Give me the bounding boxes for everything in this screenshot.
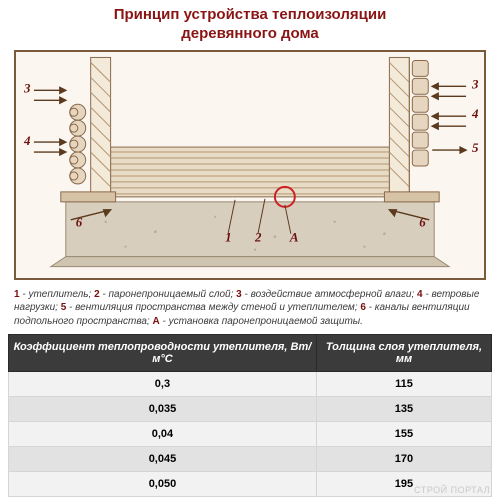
diagram-svg: 3 4 3 4 5 1 2 A 6 6 [16, 52, 484, 278]
table-cell: 135 [316, 397, 491, 422]
arrows-left [34, 87, 66, 155]
table-row: 0,035135 [9, 397, 492, 422]
diagram-label-3: 3 [23, 80, 31, 95]
table-row: 0,3115 [9, 372, 492, 397]
table-cell: 115 [316, 372, 491, 397]
diagram-label-3: 3 [471, 76, 479, 91]
watermark: СТРОЙ ПОРТАЛ [414, 485, 490, 495]
table-cell: 0,035 [9, 397, 317, 422]
legend-text: 1 - утеплитель; 2 - паронепроницаемый сл… [0, 284, 500, 335]
title-line-2: деревянного дома [181, 25, 319, 42]
table-row: 0,04155 [9, 422, 492, 447]
page-title: Принцип устройства теплоизоляции деревян… [0, 0, 500, 48]
table-cell: 0,3 [9, 372, 317, 397]
diagram-container: 3 4 3 4 5 1 2 A 6 6 [14, 50, 486, 280]
floor-planks [111, 147, 390, 197]
col-header-2: Толщина слоя утеплителя, мм [316, 335, 491, 372]
table-cell: 170 [316, 447, 491, 472]
table-cell: 155 [316, 422, 491, 447]
table-body: 0,31150,0351350,041550,0451700,050195 [9, 372, 492, 497]
table-row: 0,045170 [9, 447, 492, 472]
diagram-label-A: A [289, 229, 299, 244]
table-cell: 0,04 [9, 422, 317, 447]
diagram-label-6: 6 [76, 214, 83, 229]
diagram-label-5: 5 [472, 140, 479, 155]
table-cell: 0,045 [9, 447, 317, 472]
table-cell: 0,050 [9, 472, 317, 497]
title-line-1: Принцип устройства теплоизоляции [114, 6, 387, 23]
diagram-label-1: 1 [225, 229, 231, 244]
diagram-label-2: 2 [254, 229, 262, 244]
diagram-label-4: 4 [471, 106, 479, 121]
diagram-label-4: 4 [23, 133, 31, 148]
diagram-label-6: 6 [419, 214, 426, 229]
conductivity-table: Коэффициент теплопроводности утеплителя,… [8, 334, 492, 497]
arrows-right [432, 83, 466, 153]
col-header-1: Коэффициент теплопроводности утеплителя,… [9, 335, 317, 372]
